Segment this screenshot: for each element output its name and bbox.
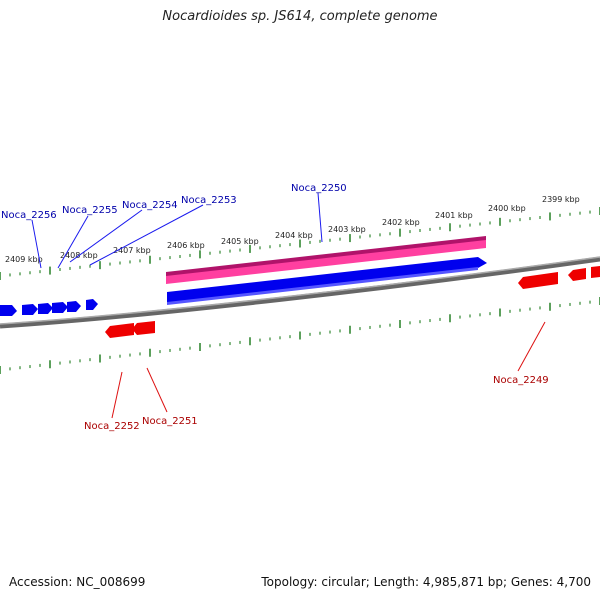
gene-label-noca-2253[interactable]: Noca_2253	[181, 195, 237, 206]
genome-summary-text: Topology: circular; Length: 4,985,871 bp…	[261, 575, 591, 589]
gene-arrow-small[interactable]	[86, 299, 98, 310]
scale-label: 2401 kbp	[435, 211, 473, 220]
reverse-label-leaders	[111, 321, 546, 419]
scale-label: 2406 kbp	[167, 241, 205, 250]
genome-backbone-highlight	[0, 256, 600, 325]
gene-arrow-noca-2254[interactable]	[38, 303, 53, 314]
gene-arrow-noca-2256[interactable]	[0, 305, 17, 316]
forward-label-leaders	[31, 192, 323, 269]
gene-arrow-noca-2253-a[interactable]	[52, 302, 68, 313]
gene-label-noca-2250[interactable]: Noca_2250	[291, 183, 347, 194]
gene-label-noca-2249[interactable]: Noca_2249	[493, 375, 549, 386]
accession-text: Accession: NC_008699	[9, 575, 146, 589]
gene-arrow-noca-2251[interactable]	[132, 321, 155, 335]
gene-label-noca-2254[interactable]: Noca_2254	[122, 200, 178, 211]
gene-arrow-noca-2255[interactable]	[22, 304, 38, 315]
gene-label-noca-2255[interactable]: Noca_2255	[62, 205, 118, 216]
scale-label: 2405 kbp	[221, 237, 259, 246]
page-title: Nocardioides sp. JS614, complete genome	[162, 9, 438, 24]
scale-label: 2404 kbp	[275, 231, 313, 240]
scale-label: 2403 kbp	[328, 225, 366, 234]
feature-bar-pink[interactable]	[166, 238, 486, 284]
scale-label: 2400 kbp	[488, 204, 526, 213]
gene-arrow-reverse-small-b[interactable]	[591, 266, 600, 278]
gene-arrow-noca-2253-b[interactable]	[67, 301, 81, 312]
scale-label: 2402 kbp	[382, 218, 420, 227]
scale-label: 2407 kbp	[113, 246, 151, 255]
gene-arrow-noca-2249[interactable]	[518, 272, 558, 289]
gene-arrow-noca-2250[interactable]	[167, 257, 487, 303]
gene-label-noca-2252[interactable]: Noca_2252	[84, 421, 140, 432]
genome-backbone	[0, 256, 600, 329]
scale-label: 2409 kbp	[5, 255, 43, 264]
gene-arrow-noca-2252[interactable]	[105, 323, 134, 338]
forward-tick-track	[0, 207, 600, 280]
gene-label-noca-2256[interactable]: Noca_2256	[1, 210, 57, 221]
gene-arrow-noca-2250-shadow	[167, 267, 478, 305]
reverse-tick-track	[0, 297, 600, 374]
scale-label: 2399 kbp	[542, 195, 580, 204]
gene-label-noca-2251[interactable]: Noca_2251	[142, 416, 198, 427]
gene-arrow-reverse-small-a[interactable]	[568, 268, 586, 281]
feature-bar-pink-edge	[166, 236, 486, 276]
